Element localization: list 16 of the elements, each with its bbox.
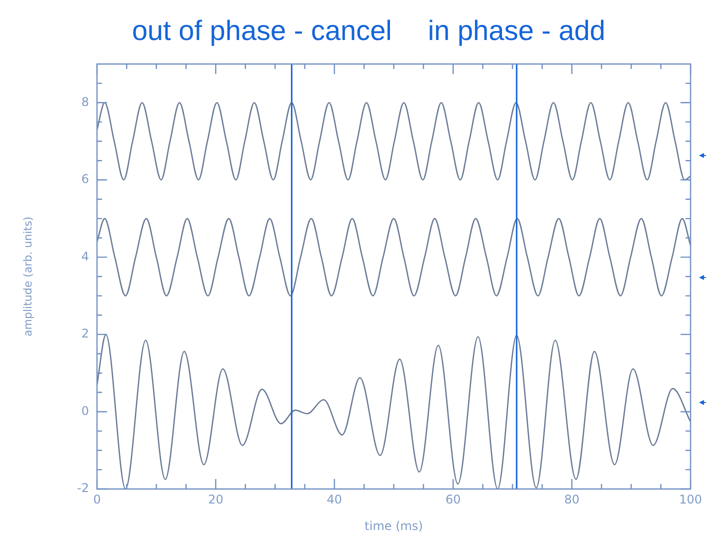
y-tick-label: 2 — [81, 326, 89, 341]
x-tick-label: 20 — [208, 492, 224, 506]
x-tick-label: 60 — [445, 492, 461, 506]
y-tick-label: 6 — [81, 172, 89, 186]
y-tick-label: 8 — [81, 94, 89, 109]
y-tick-label: -2 — [77, 481, 89, 496]
x-tick-label: 0 — [93, 492, 101, 506]
x-axis-title: time (ms) — [364, 518, 423, 533]
x-tick-label: 80 — [564, 492, 580, 506]
x-tick-label: 100 — [679, 492, 702, 506]
x-tick-label: 40 — [326, 492, 342, 506]
y-tick-label: 0 — [81, 404, 89, 418]
ref-line-label: in phase - add — [428, 15, 606, 46]
y-tick-label: 4 — [81, 249, 89, 264]
y-axis-title: amplitude (arb. units) — [21, 216, 34, 336]
ref-line-label: out of phase - cancel — [132, 15, 392, 46]
